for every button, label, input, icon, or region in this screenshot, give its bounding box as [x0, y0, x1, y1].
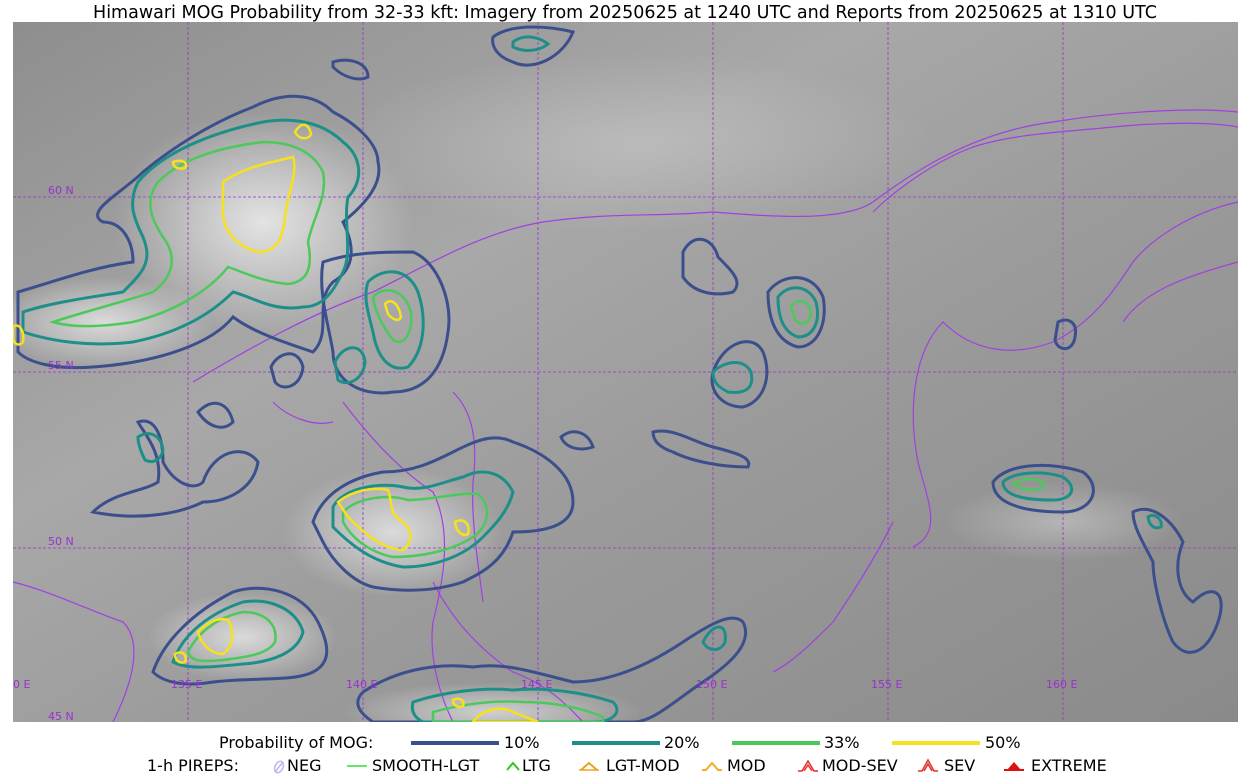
- sev-icon: [918, 758, 938, 772]
- pirep-legend: 1-h PIREPS: NEG SMOOTH-LGT LTG LGT-MOD M…: [0, 756, 1250, 778]
- lon-label-140: 140 E: [346, 678, 377, 691]
- graticule: [13, 22, 1238, 722]
- lat-label-55: 55 N: [48, 359, 74, 372]
- contour-10pct: [16, 25, 1223, 722]
- probability-legend: Probability of MOG: 10% 20% 33% 50%: [0, 733, 1250, 755]
- level-label-20pct: 20%: [664, 733, 700, 752]
- coastlines: [13, 109, 1238, 722]
- lon-label-130: 130 E: [13, 678, 30, 691]
- lat-label-45: 45 N: [48, 710, 74, 722]
- smooth-lgt-icon: [347, 765, 367, 767]
- pirep-label-neg: NEG: [287, 756, 322, 775]
- lon-label-145: 145 E: [521, 678, 552, 691]
- lgt-mod-icon: [579, 761, 599, 771]
- swatch-33pct: [732, 741, 820, 745]
- ltg-icon: [506, 761, 520, 771]
- lat-labels: 60 N 55 N 50 N 45 N: [48, 184, 74, 722]
- lat-label-60: 60 N: [48, 184, 74, 197]
- lon-labels: 130 E 135 E 140 E 145 E 150 E 155 E 160 …: [13, 678, 1077, 691]
- swatch-10pct: [411, 741, 499, 745]
- pirep-label-lgt-mod: LGT-MOD: [606, 756, 680, 775]
- contour-33pct: [48, 140, 1047, 722]
- pirep-label-ltg: LTG: [522, 756, 551, 775]
- lon-label-150: 150 E: [696, 678, 727, 691]
- swatch-20pct: [572, 741, 660, 745]
- level-label-33pct: 33%: [824, 733, 860, 752]
- pirep-label-extreme: EXTREME: [1031, 756, 1107, 775]
- satellite-map: 60 N 55 N 50 N 45 N 130 E 135 E 140 E 14…: [13, 22, 1238, 722]
- pirep-legend-label: 1-h PIREPS:: [147, 756, 239, 775]
- pirep-label-mod-sev: MOD-SEV: [822, 756, 898, 775]
- neg-icon: [273, 760, 285, 774]
- pirep-label-sev: SEV: [944, 756, 976, 775]
- lat-label-50: 50 N: [48, 535, 74, 548]
- contour-50pct: [13, 123, 539, 722]
- map-title: Himawari MOG Probability from 32-33 kft:…: [93, 3, 1157, 23]
- level-label-10pct: 10%: [504, 733, 540, 752]
- pirep-label-mod: MOD: [727, 756, 766, 775]
- swatch-50pct: [892, 741, 980, 745]
- lon-label-160: 160 E: [1046, 678, 1077, 691]
- contour-20pct: [21, 35, 1163, 722]
- mod-sev-icon: [798, 759, 818, 772]
- level-label-50pct: 50%: [985, 733, 1021, 752]
- lon-label-155: 155 E: [871, 678, 902, 691]
- mod-icon: [702, 761, 722, 771]
- probability-legend-label: Probability of MOG:: [219, 733, 374, 752]
- extreme-icon: [1004, 762, 1024, 771]
- pirep-label-smooth-lgt: SMOOTH-LGT: [372, 756, 480, 775]
- lon-label-135: 135 E: [171, 678, 202, 691]
